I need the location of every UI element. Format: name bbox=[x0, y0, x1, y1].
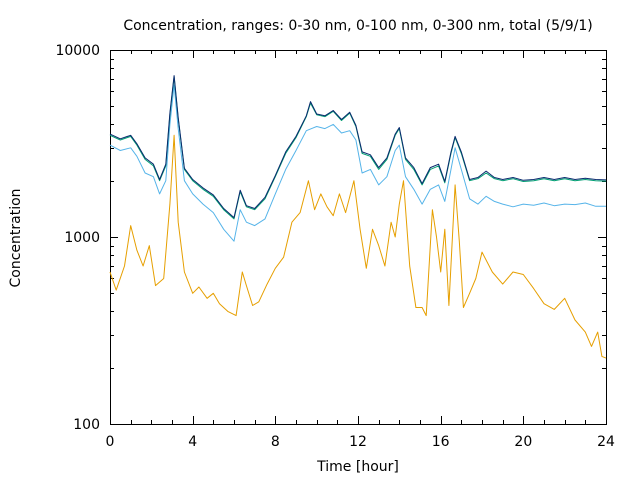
x-tick-label: 20 bbox=[514, 434, 532, 450]
series-line-1 bbox=[109, 134, 607, 359]
x-tick-label: 16 bbox=[432, 434, 450, 450]
y-tick-label: 1000 bbox=[64, 230, 100, 246]
series-line-4 bbox=[109, 75, 607, 219]
series-line-2 bbox=[109, 84, 606, 242]
plot-frame bbox=[110, 50, 607, 425]
x-axis-label: Time [hour] bbox=[316, 459, 399, 475]
axis-ticks: 0 4 8 12 16 20 24 100 1000 10000 bbox=[55, 43, 615, 450]
x-tick-label: 12 bbox=[349, 434, 367, 450]
series-layer bbox=[109, 75, 607, 359]
x-tick-label: 4 bbox=[188, 434, 197, 450]
y-axis-label: Concentration bbox=[8, 188, 24, 287]
series-line-3 bbox=[109, 76, 607, 220]
y-tick-label: 10000 bbox=[55, 43, 100, 59]
x-tick-label: 8 bbox=[271, 434, 280, 450]
chart-title: Concentration, ranges: 0-30 nm, 0-100 nm… bbox=[123, 18, 592, 34]
x-tick-label: 24 bbox=[597, 434, 615, 450]
x-tick-label: 0 bbox=[106, 434, 115, 450]
y-tick-label: 100 bbox=[73, 417, 100, 433]
